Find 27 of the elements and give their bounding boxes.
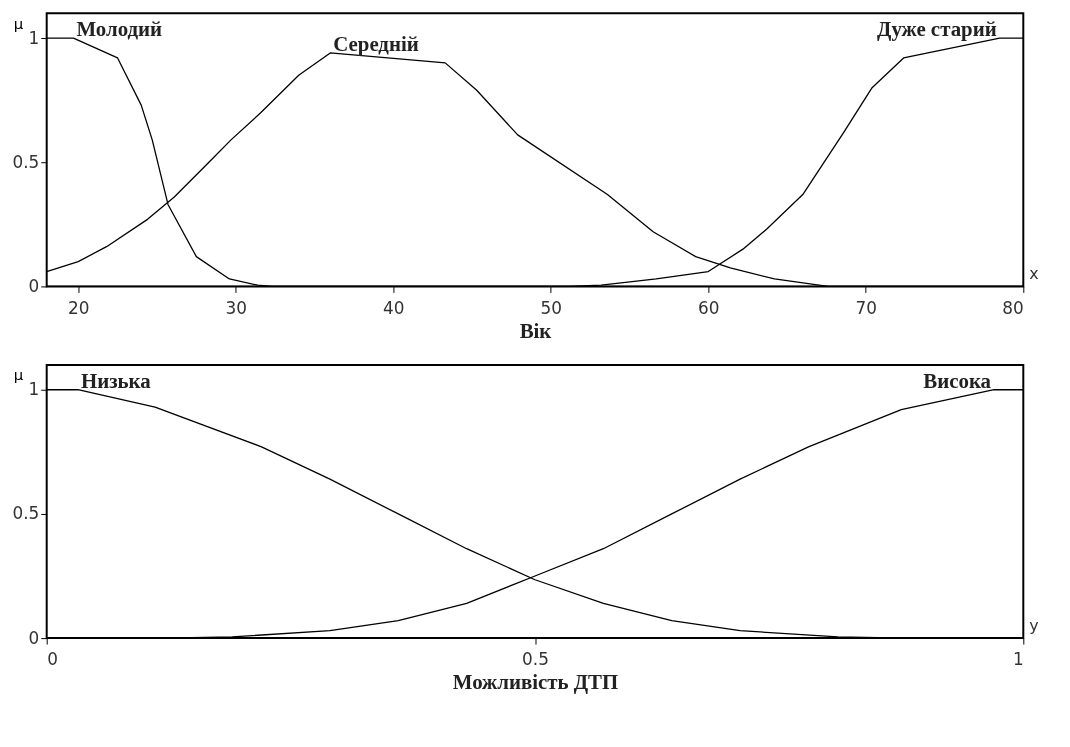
series-label: Висока	[923, 368, 992, 393]
x-tick-label: 30	[225, 297, 247, 318]
text: y	[1029, 616, 1039, 636]
x-tick-label: 0	[47, 649, 58, 670]
y-tick-label: 0	[28, 627, 40, 648]
x-tick-label: 20	[67, 297, 90, 318]
x-tick-label: 60	[698, 297, 720, 318]
series-label: Середній	[333, 31, 419, 56]
y-tick-label: 1	[28, 379, 40, 400]
series-label: Низька	[80, 368, 152, 393]
x-tick-label: 50	[540, 297, 562, 318]
series-label: Дуже старий	[877, 17, 997, 42]
y-tick-label: 0	[28, 275, 40, 296]
y-tick-label: 0.5	[12, 503, 40, 524]
x-tick-label: 0.5	[522, 649, 549, 670]
series-label: Молодий	[76, 17, 163, 42]
x-axis-title: Вік	[519, 318, 552, 343]
x-tick-label: 80	[1002, 297, 1024, 318]
y-axis-title: μ	[13, 366, 24, 385]
y-axis-title: μ	[13, 14, 24, 33]
x-tick-label: 40	[382, 297, 405, 318]
x-tick-label: 70	[855, 297, 878, 318]
text: x	[1029, 264, 1039, 284]
y-tick-label: 1	[28, 27, 40, 48]
x-tick-label: 1	[1013, 649, 1024, 670]
x-axis-title: Можливість ДТП	[452, 670, 619, 695]
y-tick-label: 0.5	[12, 151, 40, 172]
